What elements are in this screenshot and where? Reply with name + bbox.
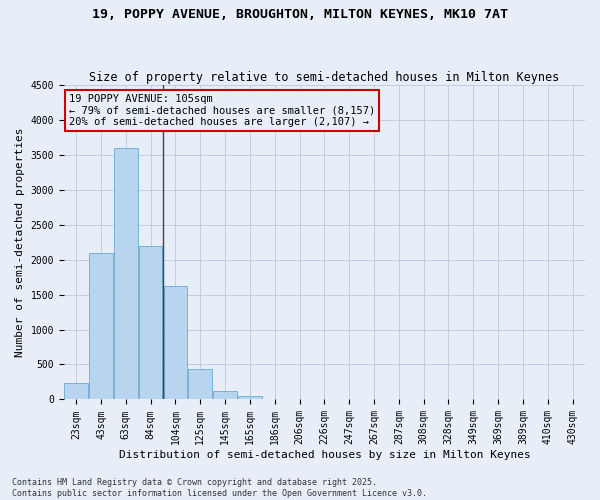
- Text: 19, POPPY AVENUE, BROUGHTON, MILTON KEYNES, MK10 7AT: 19, POPPY AVENUE, BROUGHTON, MILTON KEYN…: [92, 8, 508, 20]
- Bar: [214, 391, 237, 400]
- Bar: [188, 368, 212, 400]
- Bar: [164, 286, 187, 400]
- Title: Size of property relative to semi-detached houses in Milton Keynes: Size of property relative to semi-detach…: [89, 70, 560, 84]
- Y-axis label: Number of semi-detached properties: Number of semi-detached properties: [15, 128, 25, 357]
- Text: 19 POPPY AVENUE: 105sqm
← 79% of semi-detached houses are smaller (8,157)
20% of: 19 POPPY AVENUE: 105sqm ← 79% of semi-de…: [69, 94, 375, 128]
- Bar: [114, 148, 137, 400]
- Bar: [64, 384, 88, 400]
- Text: Contains HM Land Registry data © Crown copyright and database right 2025.
Contai: Contains HM Land Registry data © Crown c…: [12, 478, 427, 498]
- Bar: [89, 252, 113, 400]
- Bar: [139, 246, 163, 400]
- Bar: [238, 396, 262, 400]
- X-axis label: Distribution of semi-detached houses by size in Milton Keynes: Distribution of semi-detached houses by …: [119, 450, 530, 460]
